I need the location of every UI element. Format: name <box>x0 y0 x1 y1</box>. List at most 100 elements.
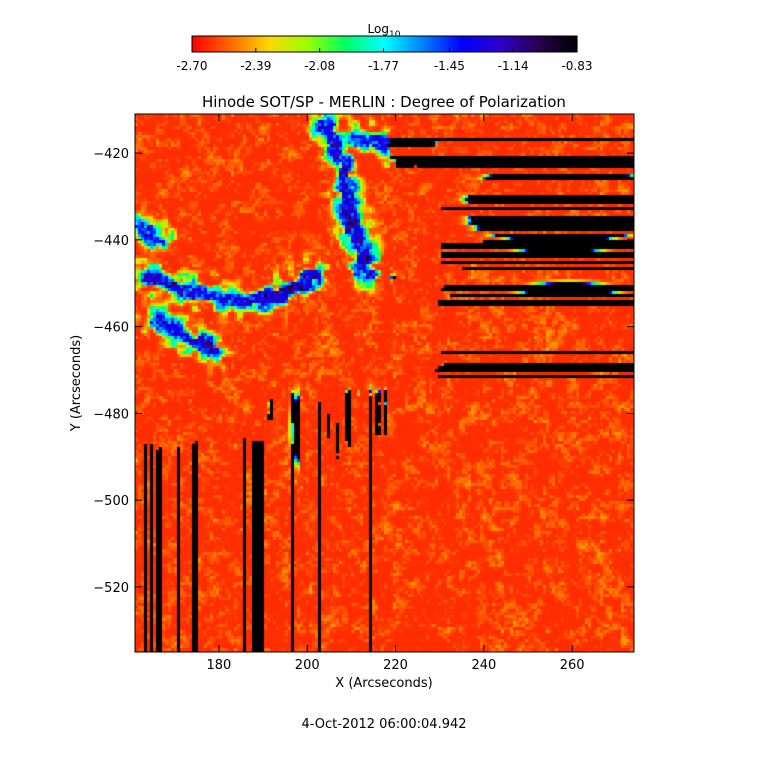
colorbar-segment <box>232 36 237 52</box>
colorbar-segment <box>208 36 213 52</box>
colorbar-tick-label: -2.70 <box>176 59 207 73</box>
colorbar-segment <box>492 36 498 52</box>
colorbar-segment <box>296 36 301 52</box>
colorbar-segment <box>272 36 277 52</box>
colorbar-segment <box>360 36 366 52</box>
y-tick-label: −480 <box>93 407 129 422</box>
y-tick-label: −500 <box>93 494 129 509</box>
colorbar-segment <box>304 36 309 52</box>
colorbar-segment <box>504 36 510 52</box>
colorbar-segment <box>268 36 273 52</box>
colorbar-segment <box>420 36 426 52</box>
chart-title: Hinode SOT/SP - MERLIN : Degree of Polar… <box>202 93 566 111</box>
colorbar-segment <box>412 36 418 52</box>
colorbar-segment <box>484 36 490 52</box>
colorbar-segment <box>340 36 345 52</box>
colorbar-segment <box>444 36 450 52</box>
colorbar-segment <box>452 36 458 52</box>
colorbar-segment <box>428 36 434 52</box>
colorbar-segment <box>508 36 514 52</box>
colorbar-segment <box>308 36 313 52</box>
colorbar-segment <box>456 36 462 52</box>
x-tick-label: 180 <box>206 658 231 673</box>
colorbar-segment <box>344 36 350 52</box>
colorbar-segment <box>416 36 422 52</box>
colorbar-segment <box>520 36 526 52</box>
x-tick-label: 240 <box>471 658 496 673</box>
colorbar-tick-label: -2.08 <box>304 59 335 73</box>
y-axis-label: Y (Arcseconds) <box>69 335 84 432</box>
colorbar-segment <box>252 36 257 52</box>
colorbar-segment <box>472 36 478 52</box>
colorbar-segment <box>476 36 482 52</box>
colorbar-ticks: -2.70 -2.39 -2.08 -1.77 -1.45 -1.14 -0.83 <box>176 48 593 73</box>
colorbar-segment <box>536 36 542 52</box>
y-tick-label: −460 <box>93 321 129 336</box>
colorbar-segment <box>464 36 470 52</box>
colorbar-segment <box>404 36 410 52</box>
colorbar-segment <box>392 36 398 52</box>
colorbar-segment <box>552 36 558 52</box>
colorbar-segment <box>400 36 406 52</box>
colorbar-segment <box>216 36 221 52</box>
colorbar-segment <box>568 36 574 52</box>
colorbar-segment <box>276 36 281 52</box>
colorbar-segment <box>572 36 578 52</box>
colorbar-segment <box>320 36 325 52</box>
colorbar-segment <box>284 36 289 52</box>
timestamp: 4-Oct-2012 06:00:04.942 <box>301 717 466 732</box>
colorbar-segment <box>556 36 562 52</box>
colorbar-segment <box>300 36 305 52</box>
colorbar-segment <box>240 36 245 52</box>
colorbar-tick-label: -1.77 <box>368 59 399 73</box>
colorbar-segment <box>292 36 297 52</box>
colorbar-segment <box>500 36 506 52</box>
colorbar-frame <box>191 35 578 53</box>
colorbar-segment <box>432 36 438 52</box>
colorbar-segment <box>368 36 374 52</box>
colorbar-segment <box>244 36 249 52</box>
x-axis-ticks: 180 200 220 240 260 <box>206 114 585 673</box>
colorbar-segment <box>256 36 261 52</box>
colorbar-segment <box>448 36 454 52</box>
colorbar-segment <box>388 36 394 52</box>
colorbar-segment <box>384 36 390 52</box>
colorbar-segment <box>488 36 494 52</box>
colorbar-segment <box>248 36 253 52</box>
x-axis-label: X (Arcseconds) <box>335 676 432 691</box>
colorbar-segment <box>236 36 241 52</box>
colorbar-segment <box>352 36 358 52</box>
colorbar-segment <box>192 36 197 52</box>
colorbar-segment <box>264 36 269 52</box>
colorbar-title: Log10 <box>368 22 401 40</box>
colorbar-segment <box>332 36 337 52</box>
colorbar-segment <box>316 36 321 52</box>
colorbar: Log10 -2.70 -2.39 -2.08 -1.77 -1.45 -1.14 -0.8… <box>176 22 592 73</box>
y-axis-ticks: −420 −440 −460 −480 −500 −520 <box>93 147 634 596</box>
colorbar-segment <box>516 36 522 52</box>
y-tick-label: −520 <box>93 581 129 596</box>
colorbar-segment <box>436 36 442 52</box>
y-tick-label: −440 <box>93 234 129 249</box>
colorbar-segment <box>204 36 209 52</box>
colorbar-segment <box>288 36 293 52</box>
colorbar-segment <box>224 36 229 52</box>
colorbar-segment <box>228 36 233 52</box>
colorbar-segment <box>356 36 362 52</box>
colorbar-gradient <box>192 36 578 52</box>
x-tick-label: 260 <box>560 658 585 673</box>
colorbar-segment <box>460 36 466 52</box>
colorbar-segment <box>524 36 530 52</box>
colorbar-segment <box>220 36 225 52</box>
colorbar-tick-label: -1.45 <box>434 59 465 73</box>
colorbar-segment <box>280 36 285 52</box>
colorbar-segment <box>512 36 518 52</box>
colorbar-segment <box>328 36 333 52</box>
colorbar-segment <box>480 36 486 52</box>
colorbar-tick-label: -2.39 <box>240 59 271 73</box>
heatmap-image-container <box>135 114 634 652</box>
colorbar-segment <box>560 36 566 52</box>
x-tick-label: 220 <box>383 658 408 673</box>
colorbar-segment <box>496 36 502 52</box>
